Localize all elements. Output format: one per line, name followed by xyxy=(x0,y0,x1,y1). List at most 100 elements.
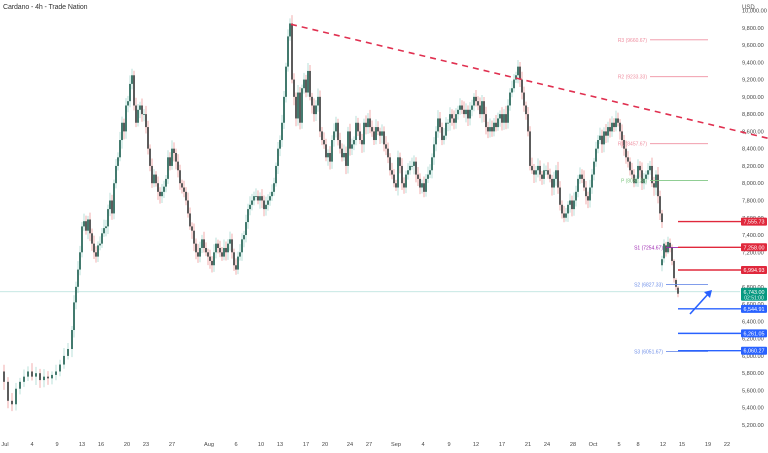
candle-body xyxy=(85,221,87,231)
candle-body xyxy=(99,243,101,246)
candle-body xyxy=(561,204,563,214)
candle-body xyxy=(211,260,213,266)
candle-body xyxy=(557,170,559,188)
support-tag-label: 6,544.91 xyxy=(744,307,765,313)
candle-body xyxy=(247,209,249,223)
candle-body xyxy=(497,118,499,128)
candle-body xyxy=(571,200,573,210)
candle-body xyxy=(441,127,443,141)
candle-body xyxy=(651,165,653,184)
candle-body xyxy=(149,148,151,166)
candle-body xyxy=(395,183,397,188)
candle-body xyxy=(565,213,567,218)
x-axis-tick: 16 xyxy=(98,442,104,448)
candle-body xyxy=(573,200,575,210)
candle-body xyxy=(547,170,549,175)
candle-body xyxy=(391,170,393,175)
x-axis-tick: 27 xyxy=(169,442,175,448)
candle-body xyxy=(163,186,165,192)
candle-body xyxy=(455,114,457,123)
candle-body xyxy=(207,252,209,257)
candle-body xyxy=(93,243,95,253)
candle-body xyxy=(305,79,307,93)
candle-body xyxy=(647,170,649,175)
x-axis-tick: 22 xyxy=(724,442,730,448)
candle-body xyxy=(225,247,227,253)
candle-body xyxy=(675,279,677,287)
candle-body xyxy=(355,122,357,141)
candle-body xyxy=(331,140,333,162)
support-tag-3 xyxy=(741,346,767,355)
candle-body xyxy=(527,114,529,132)
candle-body xyxy=(223,247,225,257)
candle-body xyxy=(19,381,21,389)
currency-label: USD xyxy=(742,5,755,11)
candle-body xyxy=(125,105,127,132)
chart-title: Cardano - 4h - Trade Nation xyxy=(3,4,88,11)
candle-body xyxy=(645,174,647,179)
candle-body xyxy=(341,148,343,158)
candle-body xyxy=(243,235,245,240)
candle-body xyxy=(97,245,99,257)
candle-body xyxy=(153,174,155,184)
candle-body xyxy=(399,157,401,166)
pivot-label-s2: S2 (6827.33) xyxy=(634,282,663,288)
candle-body xyxy=(453,118,455,123)
current-price-label: 6,743.00 xyxy=(744,290,765,296)
candle-body xyxy=(145,114,147,128)
candle-body xyxy=(335,122,337,132)
x-axis-tick: 20 xyxy=(124,442,130,448)
x-axis-tick: 24 xyxy=(544,442,550,448)
x-axis-tick: 19 xyxy=(705,442,711,448)
candle-body xyxy=(205,247,207,253)
candle-body xyxy=(129,83,131,102)
candle-body xyxy=(107,209,109,227)
candle-body xyxy=(117,157,119,166)
candle-body xyxy=(365,122,367,128)
candle-body xyxy=(79,252,81,270)
candle-body xyxy=(481,101,483,115)
descending-trendline[interactable] xyxy=(290,23,768,140)
y-axis-tick: 9,600.00 xyxy=(742,43,764,49)
candle-body xyxy=(559,187,561,205)
candle-body xyxy=(375,127,377,141)
candle-body xyxy=(313,105,315,115)
y-axis-tick: 7,400.00 xyxy=(742,233,764,239)
y-axis-tick: 6,400.00 xyxy=(742,319,764,325)
y-axis-tick: 8,800.00 xyxy=(742,112,764,118)
candle-body xyxy=(235,265,237,270)
bullish-arrow-shaft xyxy=(689,292,710,315)
candle-body xyxy=(665,245,667,253)
x-axis-tick: 8 xyxy=(636,442,639,448)
y-axis-tick: 7,800.00 xyxy=(742,198,764,204)
candle-body xyxy=(215,243,217,253)
x-axis-tick: 6 xyxy=(234,442,237,448)
x-axis-tick: 20 xyxy=(322,442,328,448)
candle-body xyxy=(439,118,441,128)
support-tag-2 xyxy=(741,329,767,338)
candle-body xyxy=(523,92,525,106)
candle-body xyxy=(659,196,661,214)
x-axis-tick: Sep xyxy=(391,442,401,448)
candle-body xyxy=(449,114,451,123)
candle-body xyxy=(233,252,235,266)
x-axis-tick: 17 xyxy=(303,442,309,448)
candle-body xyxy=(89,219,91,234)
candle-body xyxy=(281,122,283,141)
candle-body xyxy=(131,75,133,84)
candle-body xyxy=(583,178,585,188)
candle-body xyxy=(459,105,461,110)
x-axis-tick: 28 xyxy=(570,442,576,448)
candle-body xyxy=(503,114,505,123)
candle-body xyxy=(321,131,323,141)
candle-body xyxy=(203,239,205,248)
candle-body xyxy=(245,222,247,236)
candle-body xyxy=(319,96,321,132)
candle-body xyxy=(101,233,103,244)
candle-body xyxy=(385,144,387,149)
candle-body xyxy=(23,376,25,382)
candle-body xyxy=(489,127,491,132)
candle-body xyxy=(553,178,555,188)
